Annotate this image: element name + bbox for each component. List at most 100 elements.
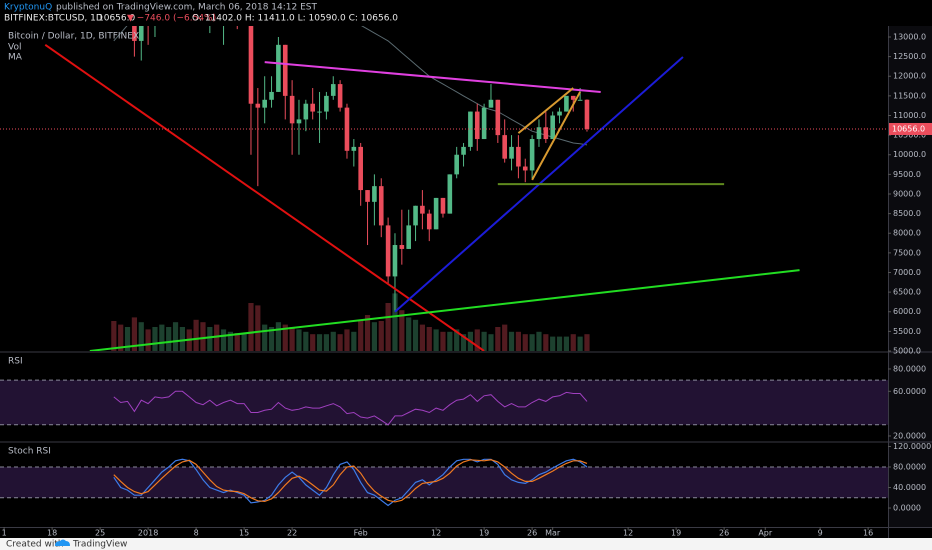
x-tick-label: 8 [194,529,199,538]
x-tick-label: 22 [287,529,297,538]
volume-bar [282,324,288,351]
y-tick-label: 12500.0 [893,52,926,61]
volume-bar [262,324,268,351]
legend-entry: Vol [8,43,21,53]
last-price-label: 10656.0 [892,124,925,133]
candle-body [344,107,350,151]
volume-bar [522,334,528,351]
price-axis-bg [888,26,932,528]
trend-line [264,61,601,93]
volume-bar [426,327,432,351]
volume-bar [406,317,412,351]
y-tick-label: 13000.0 [893,32,926,41]
candle-body [481,107,487,140]
candle-body [276,44,281,92]
volume-bar [131,317,137,351]
candle-body [570,95,576,100]
candle-body [468,111,473,147]
x-tick-label: 15 [239,529,249,538]
candle-body [289,95,295,124]
volume-bar [248,303,254,351]
volume-bar [399,310,405,351]
x-tick-label: 9 [818,529,823,538]
candle-body [495,99,501,136]
candle-body [502,135,507,159]
logo [55,539,70,546]
volume-bar [227,331,233,351]
stoch-panel: Stoch RSI [0,447,888,507]
volume-bar [495,327,501,351]
candle-body [426,213,432,230]
candle-body [529,139,535,171]
y-tick-label: 0.0000 [893,504,921,513]
volume-bar [536,331,542,351]
y-tick-label: 12000.0 [893,72,926,81]
candle-body [406,225,411,249]
x-tick-label: 12 [623,529,633,538]
y-tick-label: 5000.0 [893,347,921,356]
y-tick-label: 6000.0 [893,307,921,316]
last-price-box [889,122,932,135]
candle-body [522,166,528,171]
candle-body [550,115,555,140]
y-tick-label: 9500.0 [893,170,921,179]
y-tick-label: 20.0000 [893,431,926,440]
x-tick-label: 2018 [138,529,158,538]
volume-bar [255,305,261,351]
y-tick-label: 10000.0 [893,150,926,159]
volume-bar [145,329,151,351]
stoch-line [113,459,588,503]
candle-body [303,103,309,120]
volume-bar [234,333,240,351]
trend-line [89,269,800,351]
candle-body [399,245,405,249]
x-tick-label: Feb [354,529,368,538]
candle-body [351,146,357,151]
panel-title: Stoch RSI [8,447,51,457]
volume-bar [323,334,329,351]
volume-bar [316,334,323,351]
y-tick-label: 10500.0 [893,131,926,140]
y-tick-label: 9000.0 [893,189,921,198]
footer-created: Created with [6,540,64,550]
panel-title: RSI [8,357,23,367]
volume-bar [220,329,227,351]
candle-body [564,95,569,112]
candle-body [392,245,398,277]
volume-bar [454,329,460,351]
candle-body [474,111,480,140]
x-tick-label: 26 [527,529,537,538]
volume-bar [124,327,131,351]
candle-body [454,154,459,175]
author: KryptonuQ [4,3,52,13]
volume-bar [440,331,446,351]
candle-body [440,197,446,214]
axes: 1 18 25 2018 8 15 22 Feb 12 19 26 Mar 12 19 26 Apr 9 16 50… [2,32,932,538]
candle-body [447,174,453,214]
volume-bar [330,331,336,351]
candle-body [262,99,267,108]
x-tick-label: 25 [95,529,105,538]
published: published on TradingView.com, March 06, … [56,3,317,13]
candle-body [433,197,439,230]
change: ▼ −746.0 (−6.54%) [127,14,216,24]
volume-bar [152,327,158,351]
volume-bar [378,321,384,351]
candle-body [488,99,494,108]
candle-body [324,95,329,112]
x-tick-label: 26 [719,529,729,538]
volume-bar [358,319,364,351]
candle-body [317,111,322,113]
volume-bar [351,331,357,351]
y-tick-label: 11000.0 [893,111,926,120]
y-tick-label: 40.0000 [893,483,926,492]
volume-bar [166,327,172,351]
y-tick-label: 60.0000 [893,387,926,396]
volume-bar [275,322,281,351]
x-tick-label: 12 [431,529,441,538]
trend-line [531,91,581,181]
